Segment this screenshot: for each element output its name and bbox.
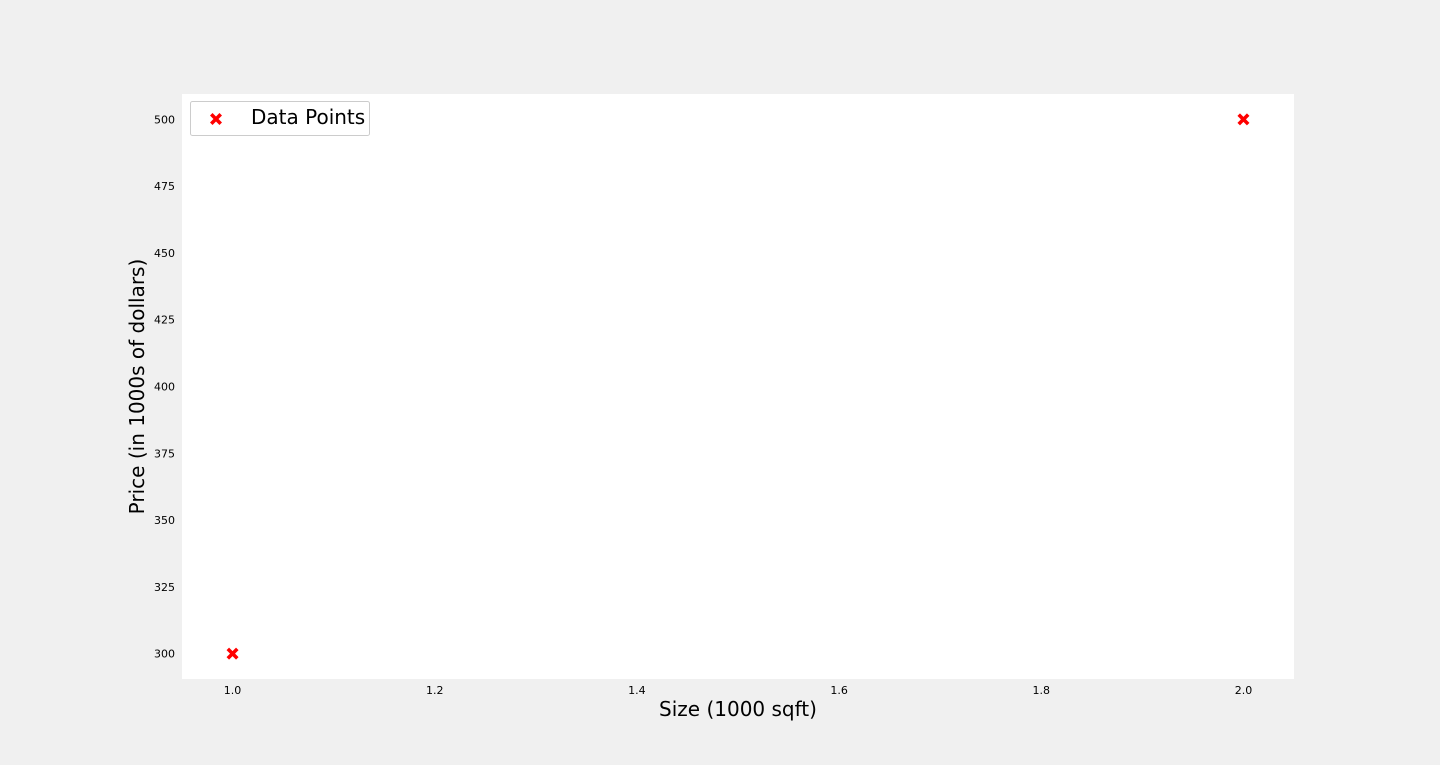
y-tick-label: 400: [154, 381, 175, 394]
y-tick-label: 475: [154, 180, 175, 193]
x-tick-label: 1.6: [830, 684, 848, 697]
x-axis-label: Size (1000 sqft): [659, 697, 817, 721]
y-tick-label: 375: [154, 447, 175, 460]
x-tick-label: 1.4: [628, 684, 646, 697]
plot-area: [182, 94, 1294, 679]
y-axis-label: Price (in 1000s of dollars): [125, 259, 149, 515]
y-tick-label: 325: [154, 581, 175, 594]
y-tick-label: 425: [154, 314, 175, 327]
legend-frame: [190, 101, 370, 136]
legend: Data Points: [190, 101, 370, 136]
x-tick-label: 1.0: [224, 684, 242, 697]
y-axis-ticks: 300 325 350 375 400 425 450 475 500: [154, 113, 175, 660]
data-points-layer: [226, 113, 1250, 660]
legend-x-marker-icon: [210, 113, 222, 125]
x-tick-label: 1.8: [1033, 684, 1051, 697]
data-point: [1237, 113, 1250, 126]
x-tick-label: 1.2: [426, 684, 444, 697]
x-axis-ticks: 1.0 1.2 1.4 1.6 1.8 2.0: [224, 684, 1252, 697]
y-tick-label: 350: [154, 514, 175, 527]
legend-marker-icon: [210, 113, 222, 125]
y-tick-label: 500: [154, 113, 175, 126]
legend-label: Data Points: [251, 105, 365, 129]
y-tick-label: 450: [154, 247, 175, 260]
y-tick-label: 300: [154, 648, 175, 661]
data-point: [226, 647, 239, 660]
x-tick-label: 2.0: [1235, 684, 1253, 697]
